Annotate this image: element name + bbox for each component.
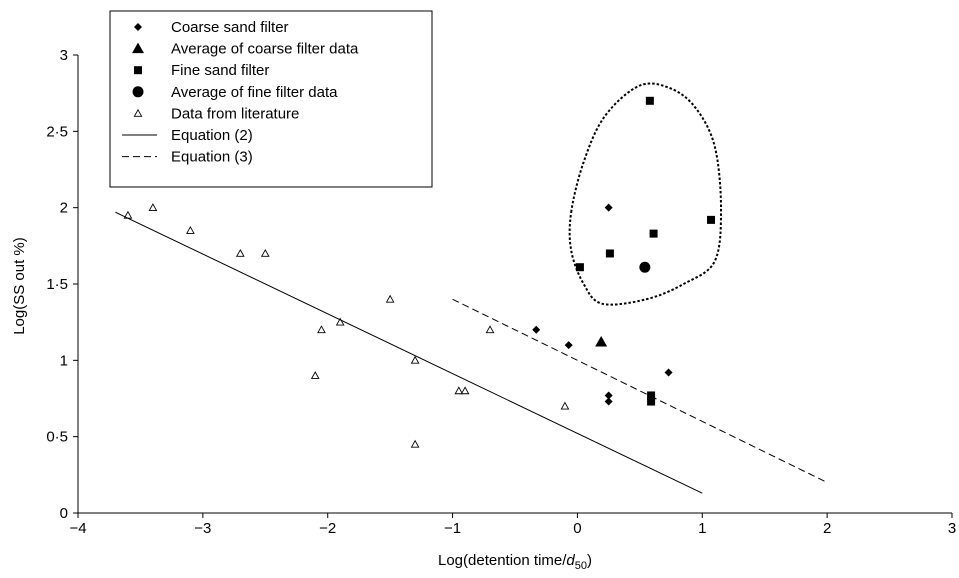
y-tick-label: 3 [60,47,68,64]
equation-2-line [115,211,703,494]
data-from-literature-point [485,325,495,334]
legend-label-average-of-fine-filter-data: Average of fine filter data [171,84,338,101]
coarse-sand-filter-point [604,397,613,406]
y-tick-label: 2 [60,200,68,217]
equation-3-line [452,298,828,483]
fine-sand-filter-point [645,96,654,105]
data-from-literature-point [410,355,420,364]
legend-box [109,10,433,188]
data-from-literature-point [310,371,320,379]
average-of-fine-filter-data-point [639,261,651,273]
fine-sand-filter-point [647,391,656,400]
legend: Coarse sand filter Average of coarse filt… [109,10,433,188]
data-from-literature-point [186,226,195,234]
x-axis-label: Log(detention time/d50) [438,552,592,572]
plot-area [115,82,828,494]
y-tick-label: 0·5 [46,429,68,446]
legend-label-data-from-literature: Data from literature [171,105,299,122]
ticks: −4 −3 −2 −1 0 1 2 3 0 0·5 1 1·5 2 2·5 3 [46,47,956,537]
coarse-sand-filter-point [664,368,673,377]
x-tick-label: 2 [823,520,831,537]
x-tick-label: 1 [698,520,706,537]
data-from-literature-point [410,439,420,448]
x-tick-label: −2 [319,520,336,537]
data-from-literature-point [560,401,570,410]
data-from-literature-point [235,248,245,257]
average-of-coarse-filter-data-point [595,336,608,347]
x-tick-label: 0 [573,520,581,537]
legend-swatch-data-from-literature [133,108,143,117]
fine-sand-filter-point [575,263,584,272]
y-tick-label: 1 [60,352,68,369]
data-from-literature-point [385,294,395,303]
coarse-sand-filter-point [564,341,573,350]
data-from-literature-point [317,325,326,334]
x-tick-label: −1 [444,520,461,537]
legend-swatch-coarse-sand-filter [134,23,142,31]
legend-label-average-of-coarse-filter-data: Average of coarse filter data [171,41,359,58]
fine-sand-filter-point [647,397,656,406]
legend-swatch-average-of-fine-filter-data [132,86,144,98]
data-from-literature-point [260,248,270,257]
coarse-sand-filter-point [604,391,613,400]
fine-sand-filter-point [649,229,658,238]
enclosure-curve [568,82,723,306]
y-tick-label: 0 [60,505,68,522]
legend-label-equation-3: Equation (3) [171,149,253,166]
legend-swatch-fine-sand-filter [134,66,142,75]
y-tick-label: 2·5 [46,123,68,140]
legend-label-fine-sand-filter: Fine sand filter [171,62,269,79]
y-tick-label: 1·5 [46,276,68,293]
coarse-sand-filter-point [532,325,541,334]
fine-sand-filter-point [605,249,614,258]
data-from-literature-point [335,317,345,326]
x-tick-label: −4 [69,520,86,537]
x-tick-label: 3 [948,520,956,537]
y-axis-label: Log(SS out %) [11,237,28,335]
legend-label-coarse-sand-filter: Coarse sand filter [171,19,289,36]
coarse-sand-filter-point [604,203,613,212]
data-from-literature-point [148,203,158,211]
data-from-literature-point [460,386,470,395]
x-tick-label: −3 [194,520,211,537]
fine-sand-filter-point [707,215,716,224]
data-from-literature-point [454,386,464,395]
legend-swatch-average-of-coarse-filter-data [132,42,144,54]
legend-label-equation-2: Equation (2) [171,127,253,144]
